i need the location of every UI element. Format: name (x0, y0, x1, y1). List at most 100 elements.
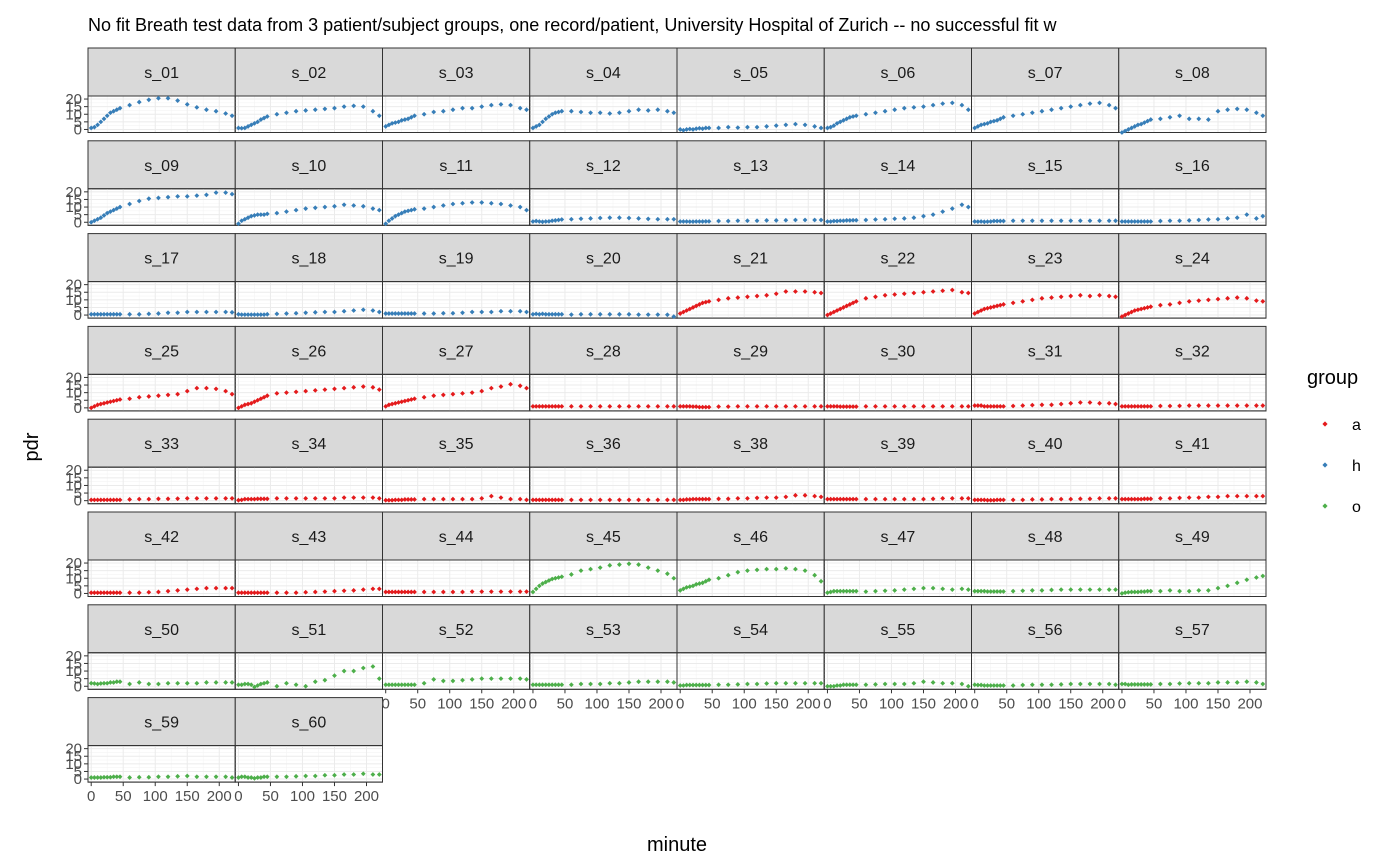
data-point (773, 291, 779, 297)
strip-background (234, 47, 383, 97)
data-point (1148, 588, 1154, 594)
data-point (693, 404, 699, 410)
data-point (498, 589, 504, 595)
data-point (818, 680, 824, 686)
data-point (901, 496, 907, 502)
panel-border (1118, 373, 1267, 412)
data-point (681, 683, 686, 688)
data-point (568, 403, 574, 409)
data-point (136, 311, 142, 317)
data-point (1029, 297, 1035, 303)
data-point (578, 681, 584, 687)
data-point (194, 309, 200, 315)
data-point (655, 312, 661, 318)
data-point (386, 589, 392, 595)
panel-border (1118, 281, 1267, 319)
data-point (255, 212, 261, 218)
data-point (1177, 403, 1182, 409)
data-point (540, 311, 545, 317)
data-point (863, 295, 869, 301)
data-point (1039, 218, 1045, 224)
facet-s_11: s_11 (382, 140, 531, 227)
data-point (1138, 403, 1144, 409)
data-point (847, 588, 853, 594)
data-point (517, 308, 523, 314)
data-point (930, 496, 936, 502)
data-point (793, 492, 798, 498)
data-point (985, 683, 990, 688)
data-point (677, 497, 683, 503)
data-point (1077, 102, 1083, 108)
x-tick-label: 200 (501, 695, 526, 712)
data-point (223, 309, 229, 315)
x-tick-label: 100 (732, 695, 757, 712)
data-point (1001, 683, 1006, 688)
data-point (745, 568, 750, 574)
data-point (194, 586, 200, 592)
data-point (911, 290, 917, 296)
data-point (450, 310, 456, 316)
facet-s_29: s_29 (676, 325, 825, 412)
data-point (616, 562, 622, 567)
data-point (184, 101, 190, 107)
data-point (607, 403, 613, 409)
data-point (370, 384, 376, 390)
data-point (312, 387, 318, 393)
data-point (664, 403, 670, 409)
data-point (1234, 580, 1240, 586)
data-point (693, 496, 699, 502)
facet-s_17: s_17 (87, 233, 236, 319)
data-point (812, 403, 818, 409)
data-point (213, 680, 219, 685)
data-point (440, 678, 446, 684)
data-point (940, 680, 946, 686)
strip-label: s_11 (439, 158, 473, 175)
data-point (1122, 590, 1128, 596)
data-point (146, 97, 152, 103)
data-point (194, 680, 200, 686)
data-point (626, 403, 632, 409)
x-axis-s_59: 0 50 100 150 200 (87, 782, 232, 805)
data-point (616, 497, 622, 503)
data-point (1113, 587, 1118, 593)
data-point (517, 204, 523, 210)
data-point (108, 399, 113, 405)
data-point (1167, 681, 1173, 687)
data-point (146, 311, 152, 317)
data-point (1132, 403, 1138, 409)
data-point (1087, 400, 1093, 405)
data-point (725, 682, 731, 688)
data-point (703, 404, 709, 410)
data-point (322, 309, 328, 315)
data-point (111, 497, 117, 503)
data-point (725, 572, 731, 578)
data-point (1225, 216, 1230, 221)
data-point (873, 294, 878, 300)
data-point (117, 204, 123, 210)
data-point (597, 311, 603, 317)
facet-s_06: s_06 (823, 47, 972, 133)
data-point (1135, 496, 1141, 502)
data-point (389, 311, 395, 316)
y-tick-label: 10 (65, 570, 82, 587)
data-point (959, 681, 965, 687)
data-point (850, 682, 856, 688)
x-tick-label: 100 (437, 695, 462, 712)
data-point (114, 397, 120, 403)
data-point (892, 496, 898, 502)
data-point (146, 774, 152, 780)
data-point (834, 683, 840, 688)
data-point (1119, 591, 1125, 596)
data-point (1113, 682, 1118, 688)
data-point (940, 101, 946, 107)
strip-label: s_38 (733, 436, 768, 453)
data-point (1260, 113, 1266, 119)
data-point (1157, 116, 1163, 122)
y-tick-label: 20 (65, 91, 82, 108)
data-point (607, 111, 613, 116)
data-point (664, 216, 670, 222)
data-point (469, 390, 475, 396)
x-axis-s_60: 0 50 100 150 200 (234, 782, 379, 805)
data-point (332, 386, 337, 392)
facet-s_32: s_32 (1118, 325, 1267, 412)
